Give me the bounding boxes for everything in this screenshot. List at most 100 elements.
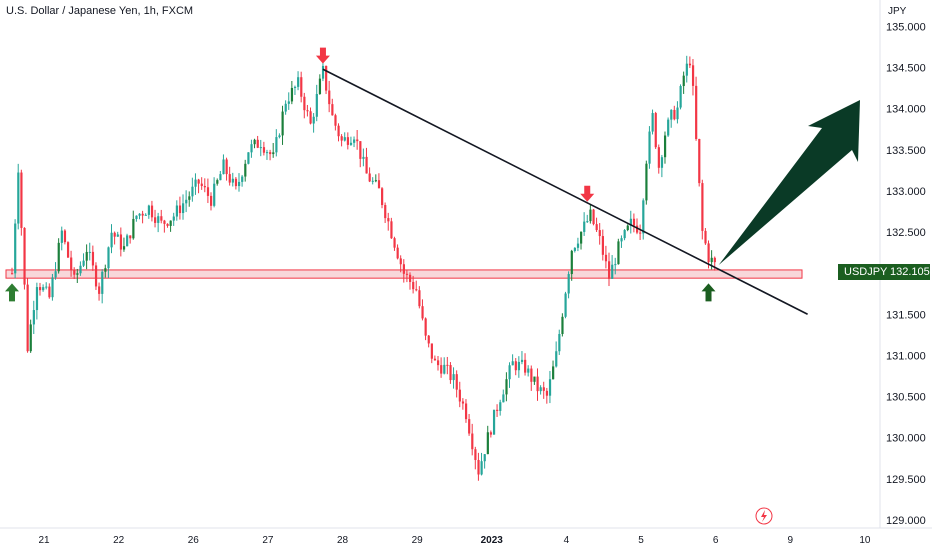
candle-body	[651, 113, 654, 132]
candle-body	[483, 454, 486, 462]
candle-body	[191, 186, 194, 197]
candle-body	[629, 218, 632, 226]
candle-body	[415, 289, 418, 291]
y-tick-label: 130.000	[886, 433, 926, 445]
candle-body	[318, 78, 322, 94]
candle-body	[272, 152, 275, 155]
candle-body	[17, 172, 20, 224]
down-arrow-icon	[315, 47, 330, 64]
x-tick-label: 5	[638, 535, 644, 546]
candle-body	[614, 264, 617, 266]
y-tick-label: 129.500	[886, 474, 926, 486]
candle-body	[293, 86, 297, 88]
candle-body	[489, 432, 493, 435]
y-tick-label: 133.500	[886, 145, 926, 157]
candle-body	[393, 238, 396, 248]
candle-body	[576, 243, 580, 248]
candle-body	[265, 152, 269, 154]
candle-body	[11, 273, 14, 275]
candle-body	[511, 361, 514, 366]
candle-body	[315, 93, 318, 117]
candle-body	[713, 257, 716, 263]
candle-body	[409, 274, 412, 282]
candle-body	[32, 310, 35, 325]
candle-body	[446, 364, 449, 366]
down-arrow-icon	[580, 185, 595, 202]
candle-body	[122, 246, 126, 250]
candle-body	[144, 214, 147, 216]
candle-body	[691, 65, 695, 86]
x-tick-label: 4	[564, 535, 570, 546]
y-tick-label: 129.000	[886, 515, 926, 527]
candle-body	[524, 359, 527, 373]
candle-body	[601, 236, 604, 255]
x-tick-label: 9	[787, 535, 793, 546]
candle-body	[138, 213, 141, 216]
candle-body	[82, 260, 85, 266]
candle-body	[250, 144, 253, 153]
candle-body	[349, 142, 353, 145]
candle-body	[654, 113, 657, 148]
candle-body	[381, 188, 384, 206]
candle-body	[499, 402, 502, 411]
candle-body	[26, 284, 29, 352]
y-tick-label: 131.000	[886, 350, 926, 362]
candle-body	[626, 225, 629, 231]
y-tick-label: 130.500	[886, 392, 926, 404]
candle-body	[608, 261, 611, 279]
candle-body	[328, 90, 331, 105]
candle-body	[471, 433, 474, 450]
candle-body	[200, 183, 203, 187]
candle-body	[185, 199, 188, 204]
x-tick-label: 21	[38, 535, 50, 546]
lightning-icon	[761, 510, 767, 522]
candle-body	[20, 172, 23, 228]
candle-body	[639, 232, 642, 234]
candle-body	[35, 287, 39, 311]
price-label: 132.105	[890, 266, 930, 278]
candle-body	[412, 281, 415, 290]
candle-body	[368, 173, 371, 182]
candle-body	[701, 183, 704, 231]
candle-body	[673, 109, 676, 120]
candle-body	[104, 268, 107, 272]
candle-body	[698, 138, 701, 184]
candle-body	[297, 77, 300, 87]
candle-body	[468, 419, 471, 434]
candle-body	[343, 137, 346, 141]
y-tick-label: 131.500	[886, 309, 926, 321]
candle-body	[219, 174, 222, 181]
candle-body	[154, 217, 157, 223]
candle-body	[237, 181, 241, 187]
candle-body	[620, 238, 623, 242]
candle-body	[362, 156, 365, 159]
candle-body	[461, 401, 465, 404]
candle-body	[496, 409, 499, 411]
candle-body	[101, 271, 104, 294]
candle-body	[303, 96, 306, 111]
candle-body	[679, 86, 682, 108]
candle-body	[247, 152, 250, 164]
candle-body	[670, 109, 673, 120]
candle-body	[573, 247, 577, 251]
candle-body	[259, 147, 262, 149]
candle-body	[455, 374, 458, 390]
candle-body	[353, 139, 356, 143]
candle-body	[94, 265, 98, 287]
candle-body	[45, 286, 48, 288]
candle-body	[617, 241, 620, 265]
candle-body	[436, 360, 440, 366]
candle-body	[73, 270, 76, 275]
candle-body	[175, 205, 178, 217]
candle-body	[505, 379, 508, 395]
candle-body	[14, 223, 17, 274]
candle-body	[657, 147, 660, 168]
candle-body	[377, 180, 381, 189]
currency-unit: JPY	[888, 6, 907, 17]
candle-body	[141, 213, 144, 216]
candle-body	[113, 232, 116, 237]
candle-body	[182, 203, 185, 214]
candle-body	[150, 205, 154, 218]
candle-body	[60, 230, 63, 243]
